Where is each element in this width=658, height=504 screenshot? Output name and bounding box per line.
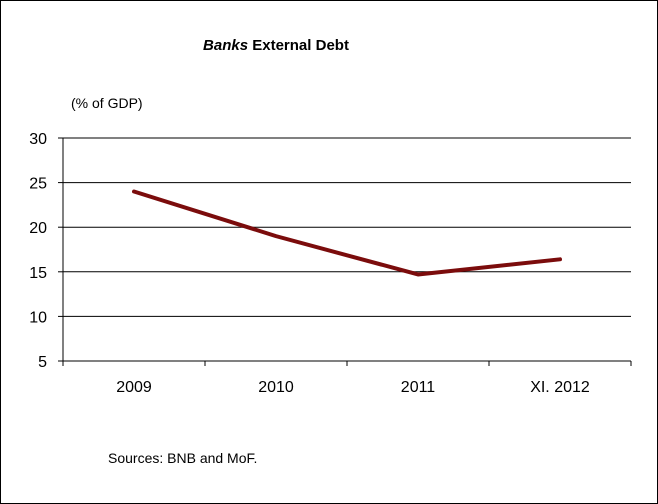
y-tick-label: 10	[29, 309, 47, 326]
x-axis-ticks: 2009 2010 2011 XI. 2012	[62, 361, 632, 396]
y-tick-label: 30	[29, 131, 47, 148]
y-tick-label: 15	[29, 265, 47, 282]
series-line	[132, 189, 562, 277]
y-tick-label: 5	[38, 354, 47, 371]
chart-title-italic: Banks	[203, 37, 248, 54]
x-tick-label: 2009	[116, 379, 152, 396]
x-tick-label: XI. 2012	[530, 379, 590, 396]
axes	[62, 138, 631, 362]
y-tick-label: 25	[29, 176, 47, 193]
unit-label: (% of GDP)	[71, 95, 143, 111]
chart-title: Banks External Debt	[203, 37, 349, 54]
chart-title-rest: External Debt	[248, 37, 349, 54]
series-group	[132, 189, 562, 277]
x-tick-label: 2011	[401, 379, 436, 396]
gridlines	[63, 137, 631, 317]
source-note: Sources: BNB and MoF.	[108, 450, 257, 466]
y-axis-ticks: 5 10 15 20 25 30	[29, 131, 63, 371]
y-tick-label: 20	[29, 220, 47, 237]
x-tick-label: 2010	[258, 379, 294, 396]
